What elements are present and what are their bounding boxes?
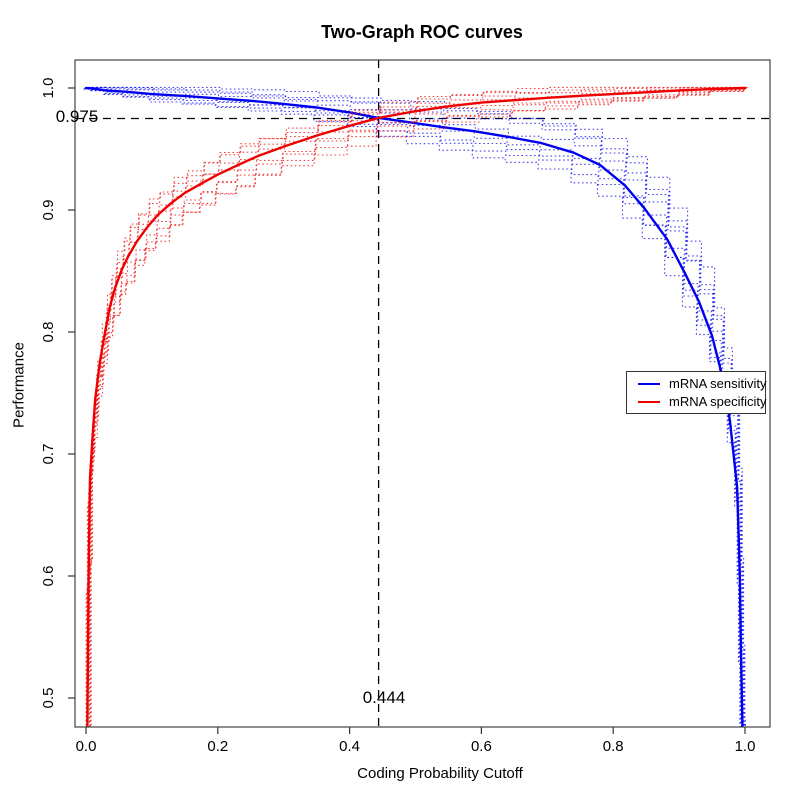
legend-item: mRNA sensitivity [627, 376, 767, 391]
replicate-curve [86, 87, 745, 727]
replicate-curve [90, 86, 748, 727]
mean-curve [84, 86, 744, 727]
x-tick-label: 1.0 [735, 738, 756, 755]
legend-item-label: mRNA sensitivity [669, 376, 767, 391]
replicate-curve [86, 88, 744, 727]
y-tick-label: 0.9 [40, 200, 57, 221]
y-tick-label: 0.5 [40, 688, 57, 709]
replicate-curve [85, 87, 743, 727]
curves [83, 86, 748, 727]
legend-item-label: mRNA specificity [669, 394, 767, 409]
y-tick-label: 0.7 [40, 444, 57, 465]
x-tick-label: 0.0 [76, 738, 97, 755]
axes: 0.0 0.2 0.4 0.6 0.8 1.0 0.5 0.6 0.7 0.8 0.9 1.0 [40, 78, 755, 755]
replicate-curve [83, 88, 741, 727]
x-tick-label: 0.8 [603, 738, 624, 755]
series-sensitivity [83, 86, 747, 727]
y-tick-label: 0.8 [40, 322, 57, 343]
replicate-curve [87, 88, 745, 727]
legend: mRNA sensitivity mRNA specificity [626, 371, 767, 414]
x-tick-label: 0.4 [339, 738, 360, 755]
x-tick-label: 0.6 [471, 738, 492, 755]
vline-annotation: 0.444 [362, 688, 406, 707]
hline-annotation: 0.975 [55, 107, 99, 126]
legend-line-swatch [638, 400, 660, 403]
replicate-curve [84, 87, 743, 727]
replicate-curve [86, 88, 745, 727]
x-axis-label: Coding Probability Cutoff [357, 765, 523, 782]
chart-title: Two-Graph ROC curves [321, 22, 523, 42]
replicate-curve [87, 86, 745, 727]
legend-line-swatch [638, 382, 660, 385]
series-specificity [85, 86, 748, 727]
y-tick-label: 0.6 [40, 566, 57, 587]
legend-item: mRNA specificity [627, 394, 767, 409]
replicate-curve [85, 88, 744, 727]
x-tick-label: 0.2 [207, 738, 228, 755]
replicate-curve [84, 88, 742, 727]
y-axis-label: Performance [10, 342, 28, 428]
mean-curve [86, 86, 747, 727]
replicate-curve [87, 86, 746, 727]
y-tick-label: 1.0 [40, 78, 57, 99]
reference-lines [75, 60, 770, 727]
plot-frame [74, 59, 771, 728]
